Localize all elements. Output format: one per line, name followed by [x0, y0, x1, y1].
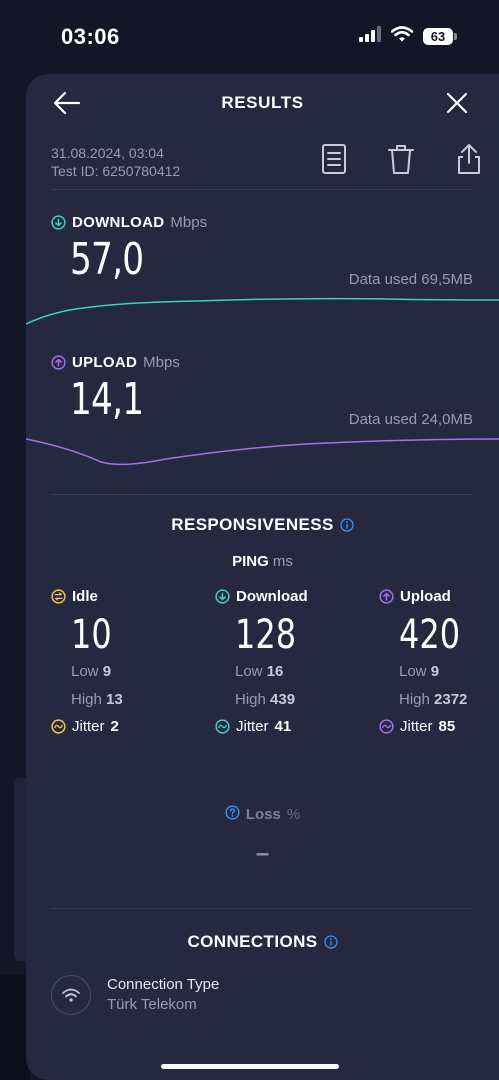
help-icon[interactable] — [225, 805, 240, 824]
ping-download-high: High 439 — [235, 691, 296, 708]
responsiveness-title-text: RESPONSIVENESS — [171, 515, 334, 534]
responsiveness-title: RESPONSIVENESS — [26, 515, 499, 535]
upload-unit: Mbps — [143, 354, 180, 371]
ping-download-column: Download 128 Low 16 High 439 Jitter 41 — [215, 586, 345, 738]
ping-idle-label: Idle — [72, 587, 98, 605]
ping-idle-header: Idle — [51, 586, 181, 606]
upload-arrow-icon — [51, 355, 66, 370]
download-label: DOWNLOAD Mbps — [51, 214, 207, 231]
ping-download-label: Download — [236, 587, 308, 605]
divider — [51, 494, 473, 495]
idle-icon — [51, 588, 66, 604]
back-button[interactable] — [52, 88, 82, 118]
ping-idle-low: Low 9 — [71, 663, 112, 680]
divider — [51, 908, 473, 909]
upload-label: UPLOAD Mbps — [51, 354, 180, 371]
page-title: RESULTS — [221, 93, 304, 112]
download-speed-value: 57,0 — [70, 234, 144, 285]
ping-label: PING ms — [26, 553, 499, 570]
connections-title: CONNECTIONS — [26, 932, 499, 952]
loss-label-text: Loss — [245, 806, 281, 823]
ping-download-jitter: Jitter 41 — [215, 714, 345, 738]
ping-idle-high: High 13 — [71, 691, 123, 708]
connection-provider: Türk Telekom — [107, 996, 197, 1013]
loss-unit: % — [286, 806, 301, 823]
download-label-text: DOWNLOAD — [72, 214, 165, 231]
jitter-icon — [51, 718, 66, 734]
ping-upload-label: Upload — [400, 587, 451, 605]
download-arrow-icon — [215, 588, 230, 604]
ping-unit: ms — [272, 553, 293, 570]
arrow-left-icon — [53, 91, 81, 115]
battery-icon: 63 — [423, 28, 457, 45]
background-area — [0, 975, 30, 1080]
report-button[interactable] — [319, 142, 349, 176]
jitter-icon — [379, 718, 394, 734]
download-speed-graph — [26, 297, 499, 325]
home-indicator[interactable] — [161, 1064, 339, 1069]
ping-idle-column: Idle 10 Low 9 High 13 Jitter 2 — [51, 586, 181, 738]
battery-level: 63 — [423, 28, 453, 45]
close-icon — [446, 92, 468, 114]
status-icons: 63 — [359, 26, 457, 47]
upload-speed-graph — [26, 438, 499, 466]
info-icon[interactable] — [323, 935, 338, 949]
share-icon — [458, 144, 480, 174]
document-icon — [322, 144, 346, 174]
upload-data-used: Data used 24,0MB — [348, 411, 473, 428]
divider — [51, 189, 473, 190]
download-data-used: Data used 69,5MB — [348, 271, 473, 288]
upload-label-text: UPLOAD — [72, 354, 138, 371]
test-date: 31.08.2024, 03:04 — [51, 145, 164, 161]
delete-button[interactable] — [386, 142, 416, 176]
ping-idle-value: 10 — [71, 612, 112, 658]
close-button[interactable] — [444, 90, 470, 116]
download-unit: Mbps — [170, 214, 208, 231]
wifi-connection-icon — [51, 975, 91, 1015]
results-sheet: RESULTS 31.08.2024, 03:04 Test ID: 62507… — [26, 74, 499, 1080]
ping-upload-high: High 2372 — [399, 691, 468, 708]
status-bar: 03:06 63 — [0, 0, 499, 72]
ping-download-header: Download — [215, 586, 345, 606]
share-button[interactable] — [454, 142, 484, 176]
wifi-icon — [390, 26, 414, 47]
jitter-icon — [215, 718, 230, 734]
ping-upload-value: 420 — [399, 612, 461, 658]
info-icon[interactable] — [340, 518, 354, 532]
ping-label-text: PING — [232, 553, 269, 570]
loss-value: – — [255, 840, 270, 867]
trash-icon — [388, 145, 414, 174]
status-time: 03:06 — [61, 24, 120, 49]
connections-title-text: CONNECTIONS — [187, 932, 318, 951]
test-id: Test ID: 6250780412 — [51, 163, 181, 179]
upload-arrow-icon — [379, 588, 394, 604]
loss-label: Loss % — [26, 805, 499, 824]
ping-idle-jitter: Jitter 2 — [51, 714, 181, 738]
ping-upload-header: Upload — [379, 586, 499, 606]
cellular-signal-icon — [359, 26, 381, 47]
ping-download-low: Low 16 — [235, 663, 284, 680]
ping-download-value: 128 — [235, 612, 297, 658]
upload-speed-value: 14,1 — [70, 374, 144, 425]
ping-upload-low: Low 9 — [399, 663, 440, 680]
connection-type-label: Connection Type — [107, 976, 220, 993]
download-arrow-icon — [51, 215, 66, 230]
ping-upload-column: Upload 420 Low 9 High 2372 Jitter 85 — [379, 586, 499, 738]
ping-upload-jitter: Jitter 85 — [379, 714, 499, 738]
